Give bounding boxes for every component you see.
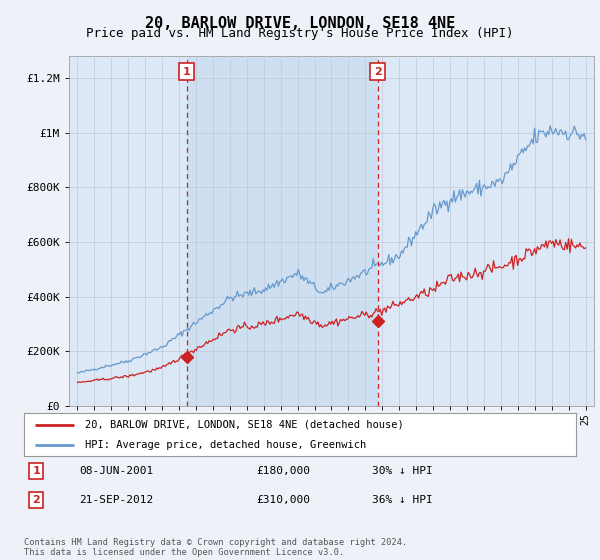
Text: 08-JUN-2001: 08-JUN-2001 — [79, 466, 154, 476]
Bar — [187, 56, 377, 406]
Text: 36% ↓ HPI: 36% ↓ HPI — [372, 496, 433, 505]
Text: 2: 2 — [32, 496, 40, 505]
Text: 20, BARLOW DRIVE, LONDON, SE18 4NE: 20, BARLOW DRIVE, LONDON, SE18 4NE — [145, 16, 455, 31]
Text: 20, BARLOW DRIVE, LONDON, SE18 4NE (detached house): 20, BARLOW DRIVE, LONDON, SE18 4NE (deta… — [85, 419, 403, 430]
Text: 21-SEP-2012: 21-SEP-2012 — [79, 496, 154, 505]
Text: HPI: Average price, detached house, Greenwich: HPI: Average price, detached house, Gree… — [85, 440, 366, 450]
Text: 2: 2 — [374, 67, 382, 77]
Text: £310,000: £310,000 — [256, 496, 310, 505]
Text: Contains HM Land Registry data © Crown copyright and database right 2024.
This d: Contains HM Land Registry data © Crown c… — [24, 538, 407, 557]
Text: 30% ↓ HPI: 30% ↓ HPI — [372, 466, 433, 476]
Text: 1: 1 — [32, 466, 40, 476]
Text: Price paid vs. HM Land Registry's House Price Index (HPI): Price paid vs. HM Land Registry's House … — [86, 27, 514, 40]
Text: 1: 1 — [182, 67, 190, 77]
Text: £180,000: £180,000 — [256, 466, 310, 476]
